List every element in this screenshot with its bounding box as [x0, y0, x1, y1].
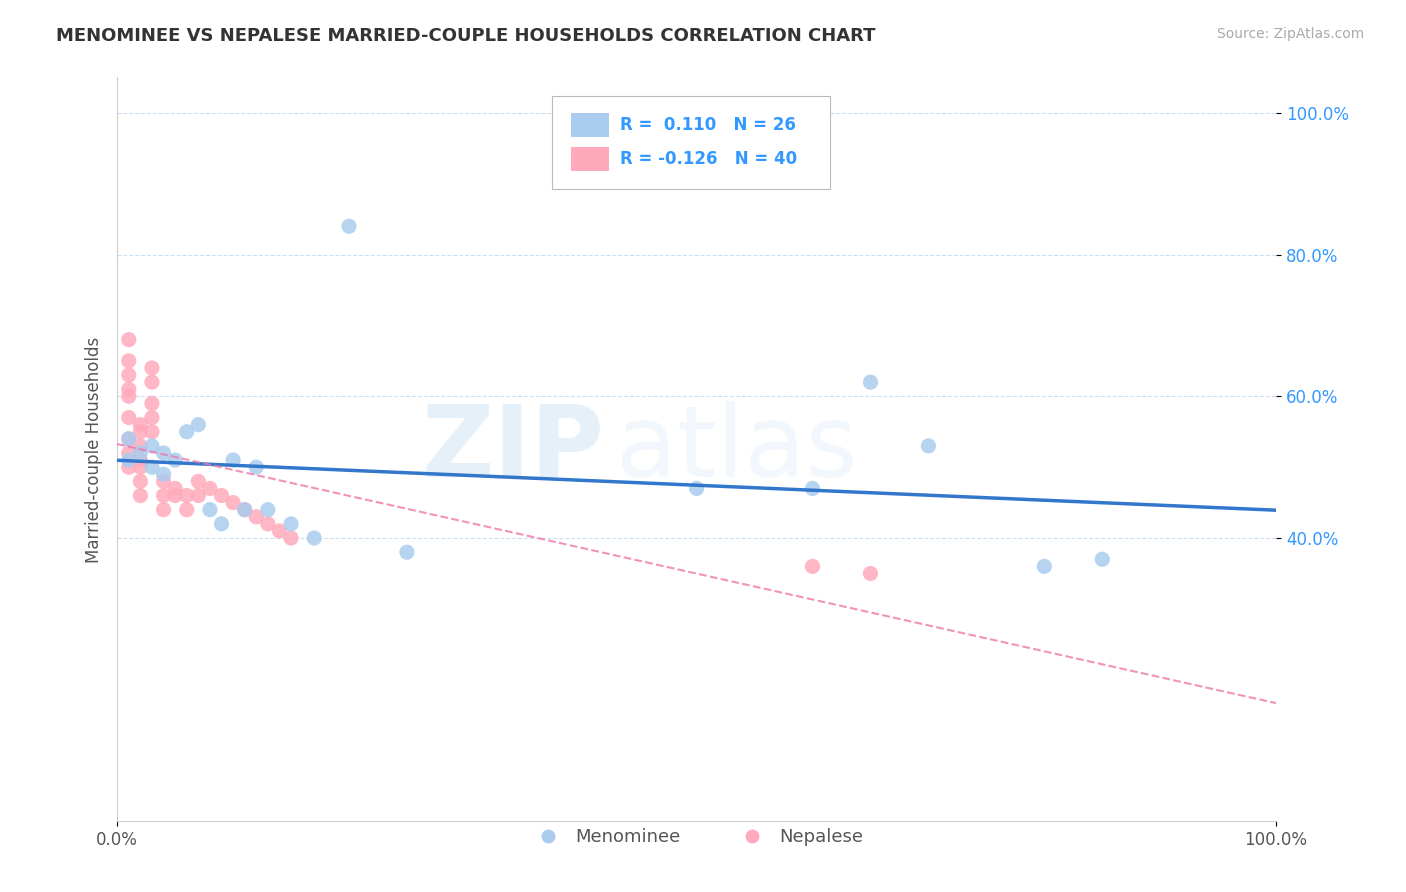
Point — [129, 475, 152, 489]
Point — [257, 502, 280, 516]
Point — [118, 389, 141, 403]
Point — [176, 489, 198, 503]
Y-axis label: Married-couple Households: Married-couple Households — [86, 336, 103, 563]
Point — [222, 495, 245, 509]
Point — [245, 509, 267, 524]
Point — [141, 460, 163, 475]
Point — [152, 475, 174, 489]
Text: R = -0.126   N = 40: R = -0.126 N = 40 — [620, 150, 797, 169]
Point — [685, 482, 707, 496]
Point — [152, 446, 174, 460]
Point — [118, 453, 141, 467]
Point — [141, 361, 163, 376]
Text: MENOMINEE VS NEPALESE MARRIED-COUPLE HOUSEHOLDS CORRELATION CHART: MENOMINEE VS NEPALESE MARRIED-COUPLE HOU… — [56, 27, 876, 45]
Point — [118, 446, 141, 460]
Point — [198, 482, 221, 496]
Point — [129, 489, 152, 503]
Point — [118, 354, 141, 368]
Point — [141, 439, 163, 453]
Point — [129, 417, 152, 432]
Point — [859, 566, 882, 581]
FancyBboxPatch shape — [551, 96, 830, 189]
Point — [118, 432, 141, 446]
Point — [152, 489, 174, 503]
Point — [118, 333, 141, 347]
Point — [198, 502, 221, 516]
Bar — [571, 113, 609, 137]
Point — [141, 375, 163, 389]
Point — [141, 410, 163, 425]
Point — [129, 446, 152, 460]
Point — [118, 410, 141, 425]
Point — [302, 531, 325, 545]
Point — [257, 516, 280, 531]
Point — [165, 453, 187, 467]
Point — [859, 375, 882, 389]
Point — [337, 219, 360, 234]
Legend: Menominee, Nepalese: Menominee, Nepalese — [523, 821, 870, 854]
Point — [118, 368, 141, 382]
Point — [233, 502, 256, 516]
Point — [211, 516, 233, 531]
Point — [176, 425, 198, 439]
Point — [395, 545, 418, 559]
Point — [280, 516, 302, 531]
Point — [187, 489, 209, 503]
Point — [129, 453, 152, 467]
Point — [129, 460, 152, 475]
Point — [176, 502, 198, 516]
Point — [187, 417, 209, 432]
Point — [152, 502, 174, 516]
Point — [165, 482, 187, 496]
Text: Source: ZipAtlas.com: Source: ZipAtlas.com — [1216, 27, 1364, 41]
Point — [801, 482, 824, 496]
Point — [141, 425, 163, 439]
Point — [1091, 552, 1114, 566]
Point — [141, 396, 163, 410]
Point — [917, 439, 939, 453]
Point — [187, 475, 209, 489]
Point — [801, 559, 824, 574]
Point — [118, 432, 141, 446]
Bar — [571, 147, 609, 171]
Point — [129, 439, 152, 453]
Point — [129, 425, 152, 439]
Point — [233, 502, 256, 516]
Point — [152, 467, 174, 482]
Point — [118, 460, 141, 475]
Point — [222, 453, 245, 467]
Point — [1033, 559, 1056, 574]
Point — [211, 489, 233, 503]
Point — [269, 524, 291, 538]
Text: atlas: atlas — [616, 401, 858, 498]
Text: ZIP: ZIP — [420, 401, 605, 498]
Text: R =  0.110   N = 26: R = 0.110 N = 26 — [620, 116, 796, 134]
Point — [118, 382, 141, 396]
Point — [280, 531, 302, 545]
Point — [165, 489, 187, 503]
Point — [245, 460, 267, 475]
